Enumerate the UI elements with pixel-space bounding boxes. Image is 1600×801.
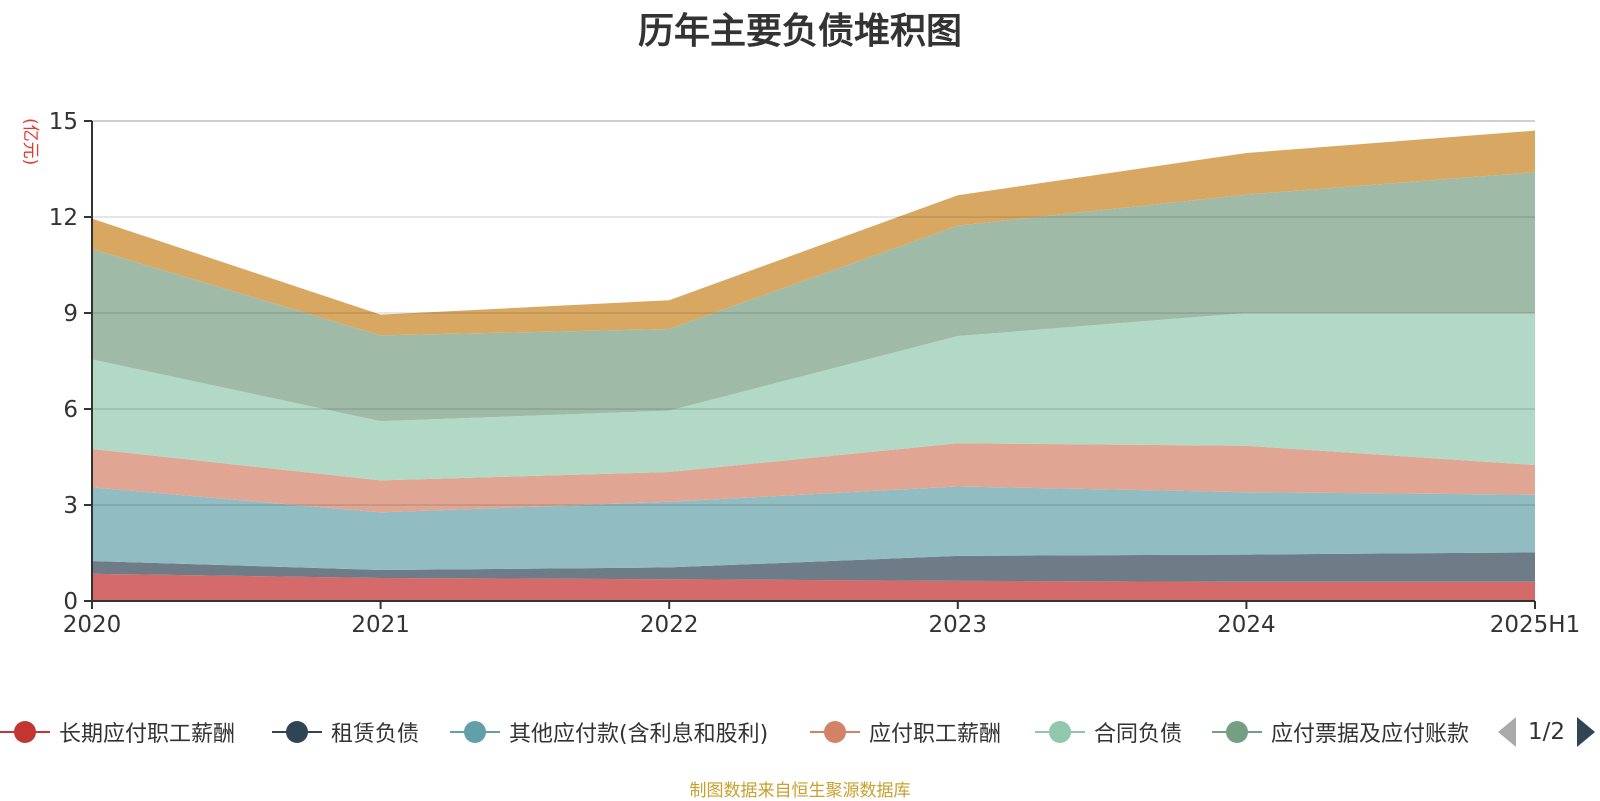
- legend-marker-icon: [1212, 712, 1262, 752]
- legend-label: 合同负债: [1094, 722, 1183, 747]
- legend-item-0[interactable]: 长期应付职工薪酬: [0, 712, 235, 752]
- area-series-1: [92, 552, 1535, 582]
- x-tick-label-2: 2022: [640, 612, 699, 638]
- stacked-area-chart: 0 3 6 9 12 15 2020 2021 2022 2023 2024 2025H1 (亿元): [20, 109, 1581, 638]
- y-tick-label-3: 9: [63, 301, 78, 327]
- area-layer: [92, 130, 1535, 601]
- legend-marker-icon: [450, 712, 500, 752]
- footer-source: 制图数据来自恒生聚源数据库: [689, 781, 911, 801]
- area-series-5: [92, 172, 1535, 422]
- y-tick-label-4: 12: [49, 205, 78, 231]
- legend-label: 租赁负债: [331, 722, 420, 747]
- legend: 长期应付职工薪酬 租赁负债 其他应付款(含利息和股利) 应付职工薪酬 合同负债 应付票据及…: [0, 712, 1600, 752]
- area-series-6: [92, 130, 1535, 336]
- unit-label: (亿元): [20, 118, 40, 165]
- legend-marker-icon: [810, 712, 860, 752]
- legend-label: 应付职工薪酬: [869, 722, 1002, 747]
- legend-item-5[interactable]: 应付票据及应付账款: [1212, 712, 1469, 752]
- x-tick-label-3: 2023: [929, 612, 988, 638]
- area-series-4: [92, 313, 1535, 481]
- legend-item-3[interactable]: 应付职工薪酬: [810, 712, 1001, 752]
- pager-text: 1/2: [1528, 719, 1566, 745]
- legend-item-4[interactable]: 合同负债: [1035, 712, 1182, 752]
- x-tick-label-1: 2021: [351, 612, 410, 638]
- area-series-2: [92, 486, 1535, 570]
- y-tick-label-0: 0: [63, 589, 78, 615]
- legend-marker-icon: [0, 712, 50, 752]
- y-tick-label-1: 3: [63, 493, 78, 519]
- pager-prev-icon[interactable]: [1498, 717, 1516, 747]
- legend-label: 应付票据及应付账款: [1271, 722, 1470, 747]
- grid-layer: [92, 120, 1535, 506]
- x-tick-label-0: 2020: [63, 612, 122, 638]
- area-series-0: [92, 573, 1535, 601]
- legend-items: 长期应付职工薪酬 租赁负债 其他应付款(含利息和股利) 应付职工薪酬 合同负债 应付票据及…: [0, 712, 1482, 752]
- legend-item-1[interactable]: 租赁负债: [272, 712, 419, 752]
- x-tick-label-4: 2024: [1217, 612, 1276, 638]
- axes-layer: 0 3 6 9 12 15 2020 2021 2022 2023 2024 2025H1: [49, 109, 1581, 638]
- pager-next-icon[interactable]: [1577, 717, 1596, 747]
- y-tick-label-2: 6: [63, 397, 78, 423]
- legend-marker-icon: [272, 712, 322, 752]
- legend-marker-icon: [1035, 712, 1085, 752]
- x-tick-label-5: 2025H1: [1490, 612, 1580, 638]
- legend-label: 其他应付款(含利息和股利): [509, 722, 769, 747]
- legend-pager: 1/2: [1498, 714, 1596, 750]
- legend-label: 长期应付职工薪酬: [59, 722, 236, 747]
- area-series-3: [92, 443, 1535, 513]
- legend-item-2[interactable]: 其他应付款(含利息和股利): [450, 712, 768, 752]
- chart-title: 历年主要负债堆积图: [637, 11, 962, 52]
- y-tick-label-5: 15: [49, 109, 78, 135]
